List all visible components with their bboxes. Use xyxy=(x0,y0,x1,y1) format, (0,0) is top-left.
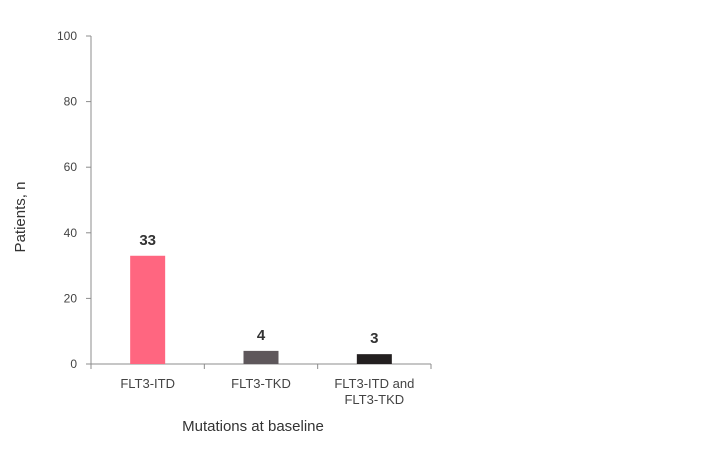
y-tick-label: 60 xyxy=(64,160,78,174)
y-ticks: 0 20 40 60 80 100 xyxy=(57,29,91,371)
bar xyxy=(130,255,166,364)
x-axis xyxy=(90,363,432,369)
bars xyxy=(130,255,392,364)
y-axis-title: Patients, n xyxy=(12,182,29,253)
y-tick-label: 0 xyxy=(70,357,77,371)
data-labels: 33 4 3 xyxy=(139,232,378,347)
category-label: FLT3-ITD xyxy=(120,376,175,391)
category-label: FLT3-TKD xyxy=(344,392,404,407)
category-label: FLT3-ITD and xyxy=(334,376,414,391)
y-axis: 0 20 40 60 80 100 xyxy=(57,29,92,371)
y-tick-label: 40 xyxy=(64,226,78,240)
data-label: 33 xyxy=(139,232,156,249)
x-axis-title: Mutations at baseline xyxy=(182,418,324,435)
y-tick-label: 20 xyxy=(64,291,78,305)
y-tick-label: 100 xyxy=(57,29,77,43)
y-tick-label: 80 xyxy=(64,95,78,109)
x-ticks xyxy=(90,364,432,369)
bar xyxy=(356,354,392,364)
category-label: FLT3-TKD xyxy=(231,376,291,391)
data-label: 3 xyxy=(370,330,378,347)
data-label: 4 xyxy=(257,327,266,344)
bar xyxy=(243,350,279,364)
